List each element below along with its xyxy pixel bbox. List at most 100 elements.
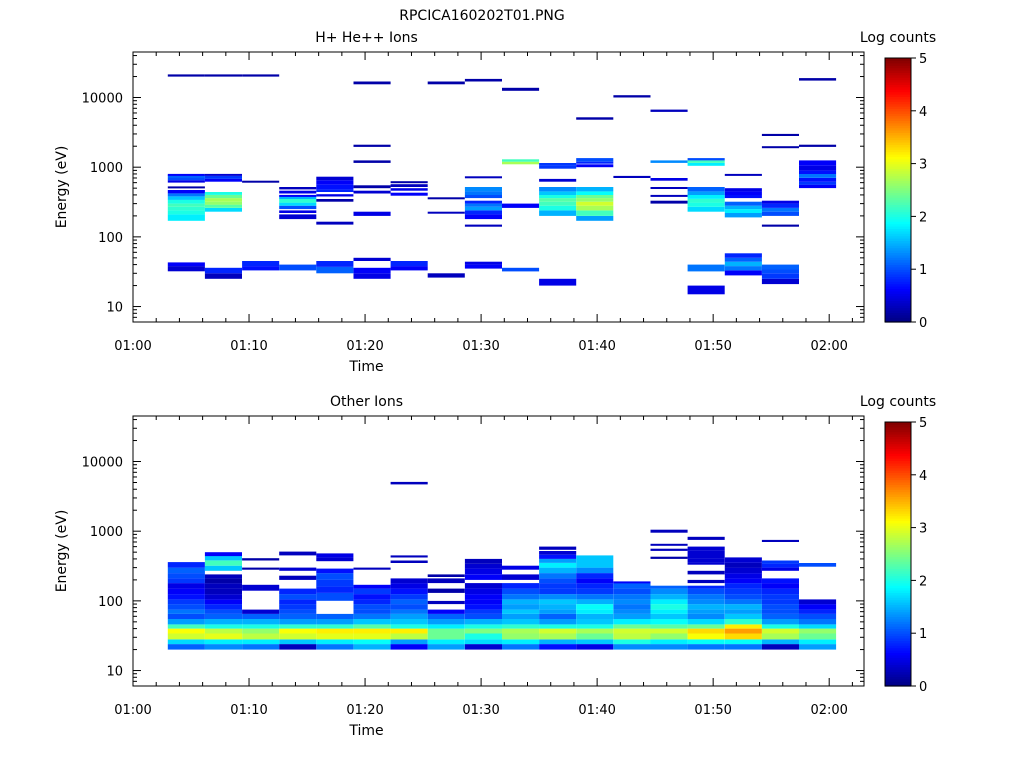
- heatmap-cell: [427, 624, 465, 629]
- heatmap-cell: [539, 613, 577, 619]
- colorbar-segment: [885, 501, 911, 505]
- heatmap-cell: [502, 203, 540, 208]
- heatmap-cell: [167, 644, 205, 650]
- heatmap-cell: [502, 604, 540, 610]
- heatmap-cell: [650, 613, 688, 619]
- heatmap-cell: [761, 563, 799, 568]
- colorbar-segment: [885, 118, 911, 121]
- colorbar-segment: [885, 426, 911, 430]
- colorbar-segment: [885, 274, 911, 277]
- heatmap-cell: [687, 633, 725, 640]
- heatmap-cell: [724, 173, 762, 176]
- heatmap-cell: [761, 619, 799, 625]
- plot-frame: [132, 51, 865, 323]
- colorbar-segment: [885, 154, 911, 157]
- heatmap-cell: [724, 594, 762, 600]
- colorbar-segment: [885, 657, 911, 661]
- colorbar-segment: [885, 621, 911, 625]
- heatmap-cell: [799, 609, 837, 614]
- colorbar-segment: [885, 214, 911, 217]
- colorbar-segment: [885, 434, 911, 437]
- colorbar-segment: [885, 611, 911, 615]
- heatmap-cell: [390, 578, 428, 584]
- heatmap-cell: [761, 644, 799, 650]
- heatmap-cell: [687, 558, 725, 563]
- colorbar-tick-label: 0: [919, 316, 927, 331]
- heatmap-cell: [539, 187, 577, 192]
- heatmap-cell: [279, 575, 317, 580]
- colorbar-segment: [885, 568, 911, 572]
- heatmap-cell: [353, 624, 391, 629]
- colorbar-segment: [885, 202, 911, 205]
- heatmap-cell: [613, 633, 651, 640]
- heatmap-cell: [576, 198, 614, 202]
- heatmap-cell: [799, 599, 837, 605]
- colorbar-segment: [885, 666, 911, 670]
- heatmap-cell: [427, 578, 465, 584]
- x-tick-label: 01:00: [114, 703, 151, 718]
- colorbar-segment: [885, 590, 911, 593]
- heatmap-cell: [539, 198, 577, 202]
- colorbar-segment: [885, 175, 911, 179]
- heatmap-cell: [242, 624, 280, 629]
- colorbar-segment: [885, 446, 911, 449]
- colorbar-segment: [885, 678, 911, 682]
- colorbar-segment: [885, 161, 911, 165]
- heatmap-cell: [650, 588, 688, 595]
- heatmap-cell: [204, 552, 242, 557]
- colorbar-segment: [885, 314, 911, 318]
- heatmap-cell: [427, 600, 465, 605]
- heatmap-cell: [799, 178, 837, 182]
- heatmap-cell: [576, 588, 614, 595]
- heatmap-cell: [799, 604, 837, 610]
- colorbar-segment: [885, 556, 911, 560]
- colorbar-segment: [885, 190, 911, 193]
- heatmap-cell: [353, 160, 391, 163]
- y-axis-label: Energy (eV): [54, 510, 70, 593]
- heatmap-cell: [613, 604, 651, 610]
- heatmap-cell: [167, 214, 205, 221]
- heatmap-cell: [204, 578, 242, 584]
- heatmap-cell: [613, 95, 651, 98]
- colorbar-segment: [885, 223, 911, 227]
- heatmap-cell: [390, 604, 428, 610]
- heatmap-cell: [427, 211, 465, 214]
- heatmap-cell: [167, 599, 205, 605]
- heatmap-cell: [576, 613, 614, 619]
- colorbar-segment: [885, 566, 911, 569]
- heatmap-cell: [502, 267, 540, 272]
- heatmap-cell: [353, 599, 391, 605]
- x-tick-label: 01:10: [230, 703, 267, 718]
- colorbar-segment: [885, 156, 911, 160]
- colorbar-segment: [885, 518, 911, 521]
- colorbar-segment: [885, 125, 911, 129]
- heatmap-cell: [204, 173, 242, 176]
- colorbar-segment: [885, 233, 911, 237]
- colorbar-segment: [885, 465, 911, 469]
- heatmap-cell: [761, 594, 799, 600]
- colorbar-segment: [885, 266, 911, 270]
- heatmap-cell: [167, 203, 205, 207]
- colorbar-segment: [885, 168, 911, 172]
- heatmap-cell: [502, 619, 540, 625]
- colorbar-tick-label: 0: [919, 680, 927, 695]
- heatmap-cell: [724, 567, 762, 574]
- x-tick-label: 01:10: [230, 339, 267, 354]
- colorbar-segment: [885, 422, 911, 425]
- heatmap-cell: [464, 639, 502, 645]
- heatmap-cell: [167, 639, 205, 645]
- heatmap-cell: [316, 633, 354, 640]
- colorbar-segment: [885, 281, 911, 285]
- heatmap-cell: [204, 201, 242, 205]
- colorbar-segment: [885, 115, 911, 119]
- colorbar-segment: [885, 616, 911, 620]
- colorbar-segment: [885, 226, 911, 229]
- heatmap-cell: [761, 224, 799, 227]
- heatmap-cell: [204, 639, 242, 645]
- colorbar-segment: [885, 510, 911, 514]
- colorbar-segment: [885, 674, 911, 677]
- heatmap-cell: [390, 188, 428, 191]
- heatmap-cell: [167, 609, 205, 614]
- heatmap-cell: [576, 187, 614, 192]
- heatmap-cell: [724, 599, 762, 605]
